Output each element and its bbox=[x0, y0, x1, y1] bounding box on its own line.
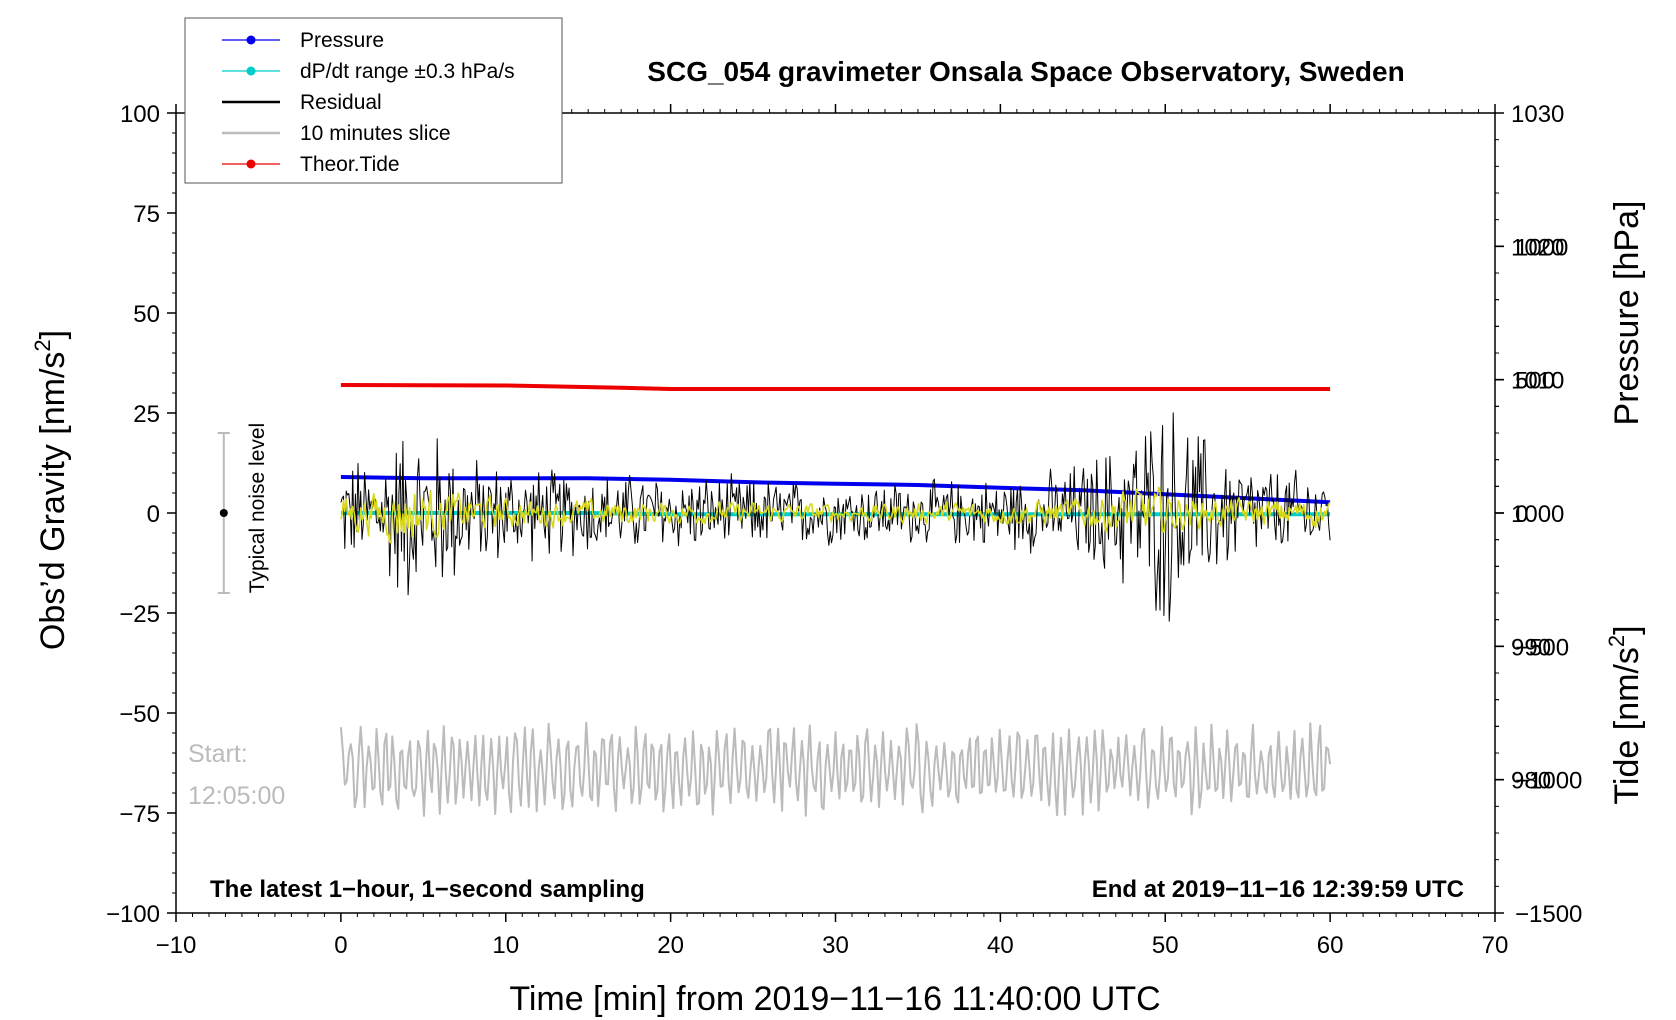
series-layer bbox=[339, 383, 1332, 817]
x-axis-title: Time [min] from 2019−11−16 11:40:00 UTC bbox=[509, 980, 1160, 1018]
y-pressure-tick-label: 1020 bbox=[1511, 234, 1564, 261]
slice-start-time: 12:05:00 bbox=[188, 782, 285, 810]
y-axis-title-tide-end: ] bbox=[1608, 625, 1646, 634]
series-10-minutes-slice bbox=[339, 721, 1332, 817]
y-left-tick-label: 50 bbox=[133, 301, 160, 328]
axis-tick-labels: −10 0 10 20 30 40 50 60 701007550250−25−50−75−10… bbox=[106, 101, 1582, 959]
y-left-tick-label: −50 bbox=[119, 701, 160, 728]
x-tick-label: 70 bbox=[1482, 932, 1509, 959]
legend-label: dP/dt range ±0.3 hPa/s bbox=[300, 60, 515, 83]
x-tick-label: 40 bbox=[987, 932, 1014, 959]
x-tick-label: 10 bbox=[492, 932, 519, 959]
series-pressure bbox=[340, 475, 1331, 505]
y-tide-tick-label: 1000 bbox=[1515, 234, 1568, 261]
series-residual bbox=[340, 412, 1331, 622]
noise-dot bbox=[219, 509, 228, 517]
legend-label: Pressure bbox=[300, 29, 384, 52]
x-tick-label: 30 bbox=[822, 932, 849, 959]
y-tide-tick-label: 0 bbox=[1515, 501, 1528, 528]
y-axis-title-gravity-main: Obs’d Gravity [nm/s bbox=[34, 352, 72, 651]
series-theor-tide bbox=[340, 383, 1331, 391]
y-axis-title-pressure: Pressure [hPa] bbox=[1608, 201, 1646, 426]
y-axis-title-gravity: Obs’d Gravity [nm/s2] bbox=[30, 330, 72, 650]
slice-start-label: Start: bbox=[188, 740, 248, 768]
y-left-tick-label: 25 bbox=[133, 401, 160, 428]
legend-marker bbox=[246, 35, 256, 45]
legend-box bbox=[184, 17, 563, 184]
x-tick-label: 60 bbox=[1317, 932, 1344, 959]
legend-label: Theor.Tide bbox=[300, 153, 400, 176]
annotation-right: End at 2019−11−16 12:39:59 UTC bbox=[1092, 876, 1464, 903]
y-tide-tick-label: 500 bbox=[1515, 368, 1555, 395]
legend: Pressure dP/dt range ±0.3 hPa/s Residual 10… bbox=[184, 17, 563, 184]
legend-label: 10 minutes slice bbox=[300, 122, 451, 145]
y-axis-title-tide-sup: 2 bbox=[1604, 635, 1629, 647]
y-axis-title-tide-main: Tide [nm/s bbox=[1608, 647, 1646, 804]
y-pressure-tick-label: 1000 bbox=[1511, 501, 1564, 528]
y-left-tick-label: 75 bbox=[133, 201, 160, 228]
x-tick-label: 0 bbox=[334, 932, 347, 959]
noise-label: Typical noise level bbox=[246, 423, 269, 593]
y-left-tick-label: −25 bbox=[119, 601, 160, 628]
typical-noise-indicator: Typical noise level bbox=[217, 423, 269, 594]
y-tide-tick-label: −1000 bbox=[1515, 768, 1582, 795]
x-tick-label: −10 bbox=[156, 932, 197, 959]
y-left-tick-label: −75 bbox=[119, 801, 160, 828]
x-tick-label: 50 bbox=[1152, 932, 1179, 959]
legend-marker bbox=[246, 159, 256, 169]
series-smoothed-residual bbox=[340, 486, 1331, 544]
legend-label: Residual bbox=[300, 91, 382, 114]
y-tide-tick-label: −1500 bbox=[1515, 901, 1582, 928]
legend-marker bbox=[246, 66, 256, 76]
y-pressure-tick-label: 990 bbox=[1511, 634, 1551, 661]
y-axis-title-gravity-sup: 2 bbox=[30, 339, 55, 351]
y-left-tick-label: −100 bbox=[106, 901, 160, 928]
y-pressure-tick-label: 980 bbox=[1511, 768, 1551, 795]
y-axis-title-tide: Tide [nm/s2] bbox=[1604, 625, 1646, 804]
y-left-tick-label: 100 bbox=[120, 101, 160, 128]
chart-title: SCG_054 gravimeter Onsala Space Observat… bbox=[647, 56, 1404, 87]
x-tick-label: 20 bbox=[657, 932, 684, 959]
y-tide-tick-label: −500 bbox=[1515, 634, 1569, 661]
y-pressure-tick-label: 1010 bbox=[1511, 368, 1564, 395]
y-pressure-tick-label: 1030 bbox=[1511, 101, 1564, 128]
annotation-left: The latest 1−hour, 1−second sampling bbox=[210, 876, 645, 903]
y-axis-title-gravity-end: ] bbox=[34, 330, 72, 339]
y-left-tick-label: 0 bbox=[147, 501, 160, 528]
